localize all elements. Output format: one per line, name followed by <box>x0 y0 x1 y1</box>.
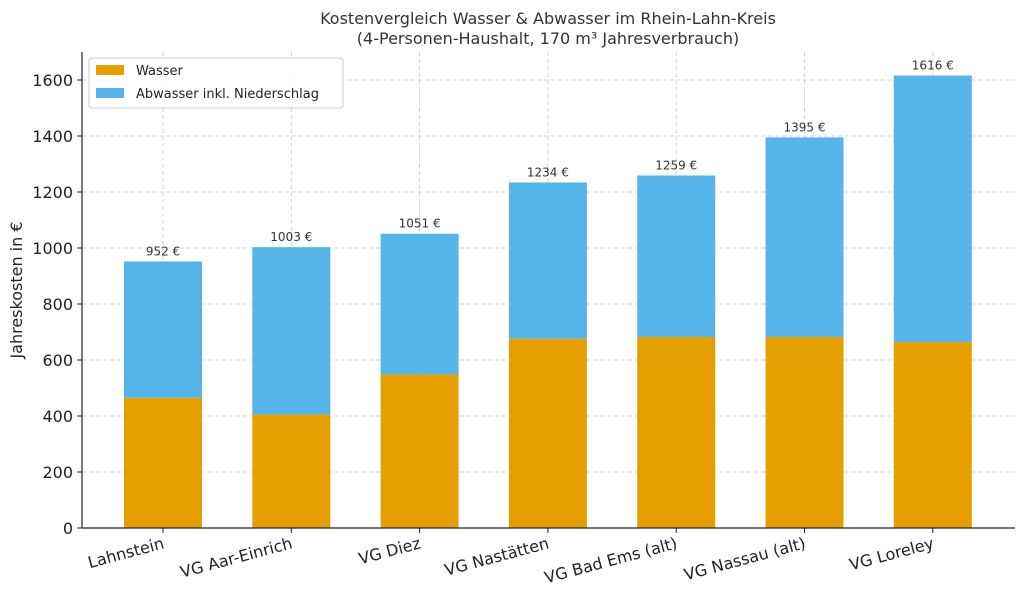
data-labels: 952 € 1003 € 1051 € 1234 € 1259 € 1395 € 1616 … <box>146 59 954 259</box>
y-tick-label: 200 <box>42 463 73 482</box>
total-label: 1234 € <box>527 165 569 179</box>
x-tick-label: Lahnstein <box>86 534 166 573</box>
chart-subtitle: (4-Personen-Haushalt, 170 m³ Jahresverbr… <box>357 29 739 48</box>
x-tick-label: VG Loreley <box>847 534 936 575</box>
total-label: 952 € <box>146 244 180 258</box>
bar-wasser <box>765 337 844 528</box>
bar-abwasser <box>637 175 716 338</box>
x-tick-label: VG Bad Ems (alt) <box>542 534 679 588</box>
bar-abwasser <box>765 137 844 338</box>
bar-wasser <box>893 342 972 528</box>
y-tick-label: 400 <box>42 407 73 426</box>
total-label: 1616 € <box>912 59 954 73</box>
total-label: 1051 € <box>399 217 441 231</box>
y-tick-label: 1000 <box>32 239 73 258</box>
bar-wasser <box>252 414 331 528</box>
bar-wasser <box>124 397 202 528</box>
bars <box>124 75 972 528</box>
y-tick-label: 0 <box>63 519 73 538</box>
y-tick-label: 1600 <box>32 71 73 90</box>
y-tick-label: 1200 <box>32 183 73 202</box>
legend-frame <box>88 57 344 109</box>
bar-abwasser <box>893 75 972 343</box>
bar-wasser <box>380 374 459 528</box>
x-tick-label: VG Nastätten <box>443 534 551 580</box>
y-tick-label: 600 <box>42 351 73 370</box>
x-tick-label: VG Nassau (alt) <box>682 534 808 585</box>
legend-label-abwasser: Abwasser inkl. Niederschlag <box>136 87 319 102</box>
total-label: 1395 € <box>784 120 826 134</box>
legend: Wasser Abwasser inkl. Niederschlag <box>88 57 344 109</box>
legend-swatch-wasser <box>96 65 124 75</box>
y-tick-label: 1400 <box>32 127 73 146</box>
bar-abwasser <box>508 182 587 339</box>
y-tick-label: 800 <box>42 295 73 314</box>
x-tick-label: VG Diez <box>356 534 422 569</box>
bar-wasser <box>508 338 587 528</box>
total-label: 1259 € <box>655 158 697 172</box>
chart-title: Kostenvergleich Wasser & Abwasser im Rhe… <box>320 9 776 28</box>
bar-wasser <box>637 337 716 528</box>
legend-swatch-abwasser <box>96 88 124 98</box>
bar-abwasser <box>380 233 459 375</box>
y-axis-label: Jahreskosten in € <box>7 221 26 359</box>
bar-abwasser <box>124 261 202 398</box>
total-label: 1003 € <box>270 230 312 244</box>
bar-abwasser <box>252 247 331 415</box>
x-tick-label: VG Aar-Einrich <box>178 534 294 582</box>
legend-label-wasser: Wasser <box>136 64 184 79</box>
